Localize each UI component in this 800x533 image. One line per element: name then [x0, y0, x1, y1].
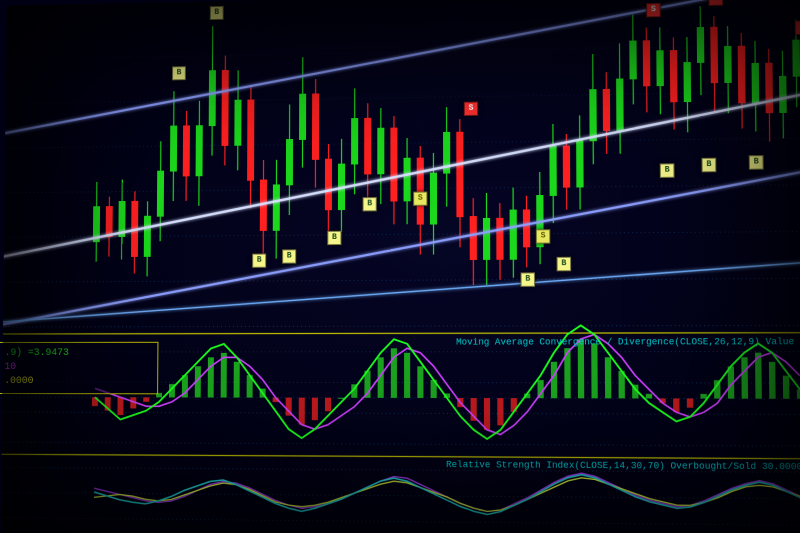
sell-marker[interactable]: S — [708, 0, 723, 6]
buy-marker[interactable]: B — [282, 249, 296, 263]
trading-chart-root: BBBBBBSSBSBSBSBBS .9) =3.947310.0000 Mov… — [1, 0, 800, 533]
signal-marker[interactable]: S — [536, 229, 550, 243]
macd-indicator-label: Moving Average Convergence / Divergence(… — [456, 337, 800, 348]
sell-marker[interactable]: S — [646, 3, 661, 18]
buy-marker[interactable]: B — [702, 158, 717, 173]
rsi-line — [94, 471, 800, 517]
buy-marker[interactable]: B — [521, 272, 535, 286]
buy-marker[interactable]: B — [660, 163, 675, 178]
buy-marker[interactable]: B — [210, 6, 224, 20]
rsi-line — [94, 470, 800, 514]
signal-marker[interactable]: S — [413, 192, 427, 206]
sell-marker[interactable]: S — [795, 20, 800, 35]
buy-marker[interactable]: B — [363, 197, 377, 211]
rsi-panel[interactable] — [1, 0, 800, 533]
buy-marker[interactable]: B — [252, 254, 266, 268]
buy-marker[interactable]: B — [172, 66, 186, 80]
buy-marker[interactable]: B — [327, 231, 341, 245]
macd-legend-box: .9) =3.947310.0000 — [0, 342, 158, 395]
sell-marker[interactable]: S — [464, 102, 478, 116]
legend-row: .0000 — [4, 375, 151, 389]
rsi-line — [94, 475, 800, 515]
buy-marker[interactable]: B — [749, 155, 764, 170]
legend-row: .9) =3.9473 — [4, 347, 151, 361]
legend-row: 10 — [4, 361, 151, 375]
buy-marker[interactable]: B — [557, 257, 572, 271]
